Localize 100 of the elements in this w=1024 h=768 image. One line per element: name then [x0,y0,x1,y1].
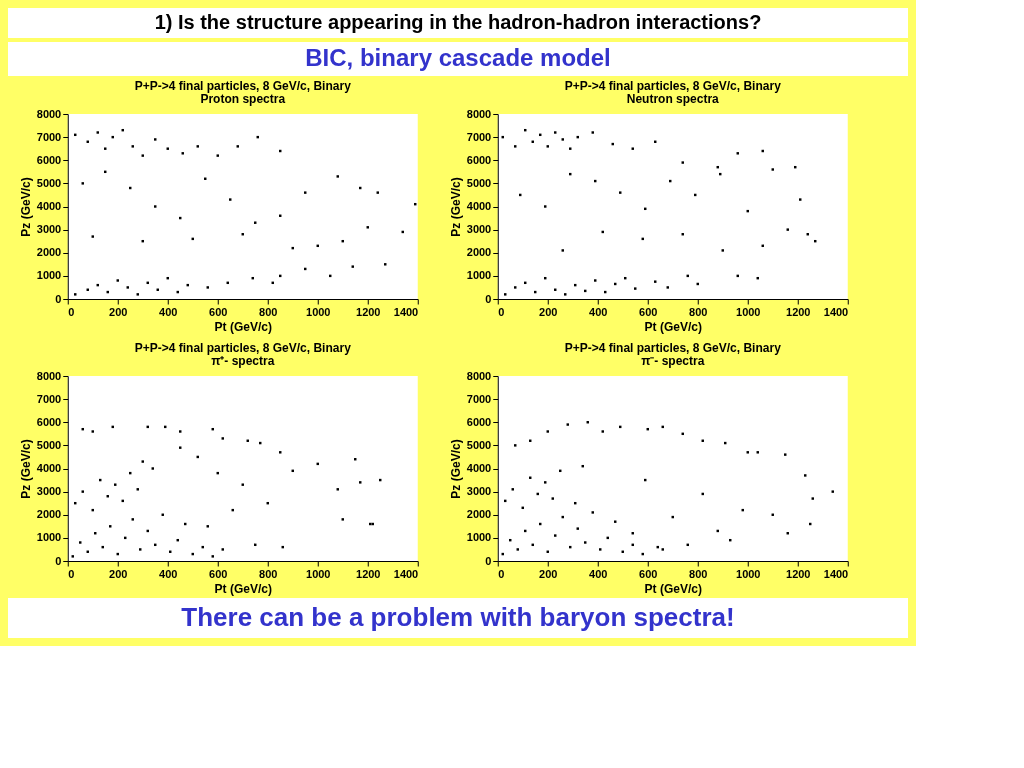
point [104,147,107,150]
point [561,249,564,252]
point [236,145,239,148]
point [831,490,834,493]
y-tick-label: 2000 [466,508,492,521]
point [634,287,637,290]
point [221,548,224,551]
x-tick-label: 1200 [786,305,811,318]
point [661,548,664,551]
chart-title: P+P->4 final particles, 8 GeV/c, Binary [564,341,782,355]
x-tick-label: 1200 [356,305,381,318]
point [71,555,74,558]
point [166,147,169,150]
point [799,198,802,201]
point [336,488,339,491]
y-tick-label: 0 [485,292,492,305]
point [229,198,232,201]
x-tick-label: 1200 [786,567,811,580]
x-tick-label: 400 [589,567,608,580]
y-tick-label: 7000 [466,392,492,405]
chart-subtitle: π⁺- spectra [211,354,275,368]
text: BIC, binary cascade model [305,44,611,71]
point [561,138,564,141]
y-axis-title: Pz (GeV/c) [18,177,33,237]
point [514,286,517,289]
point [116,279,119,282]
y-tick-label: 4000 [36,200,62,212]
x-axis-title: Pt (GeV/c) [214,319,272,334]
point [551,497,554,500]
x-tick-label: 1400 [823,567,849,580]
x-tick-label: 0 [498,567,505,580]
y-tick-label: 6000 [36,415,62,428]
point [544,205,547,208]
point [756,451,759,454]
point [109,525,112,528]
point [81,490,84,493]
point [654,280,657,283]
point [216,154,219,157]
point [504,293,507,296]
y-axis-title: Pz (GeV/c) [448,439,463,499]
point [141,154,144,157]
point [619,191,622,194]
x-tick-label: 200 [109,305,128,318]
y-tick-label: 5000 [466,438,492,451]
point [279,451,282,454]
y-tick-label: 5000 [36,176,62,189]
point [154,205,157,208]
point [569,147,572,150]
point [599,548,602,551]
y-tick-label: 1000 [36,269,62,282]
point [564,293,567,296]
point [721,249,724,252]
x-tick-label: 1200 [356,567,381,580]
y-tick-label: 7000 [36,130,62,143]
point [746,451,749,454]
point [601,430,604,433]
y-tick-label: 8000 [466,107,492,120]
x-tick-label: 400 [589,305,608,318]
x-tick-label: 1000 [736,567,761,580]
x-tick-label: 600 [209,305,228,318]
point [131,518,134,521]
point [91,235,94,238]
y-tick-label: 2000 [36,246,62,259]
point [554,131,557,134]
point [179,446,182,449]
x-tick-label: 800 [259,305,278,318]
x-tick-label: 800 [689,305,708,318]
point [631,147,634,150]
chart-subtitle: Neutron spectra [626,92,720,106]
x-tick-label: 1000 [306,567,331,580]
y-tick-label: 6000 [36,153,62,166]
point [784,453,787,456]
x-tick-label: 400 [159,305,178,318]
point [554,534,557,537]
y-tick-label: 0 [55,554,62,567]
chart-title: P+P->4 final particles, 8 GeV/c, Binary [134,341,352,355]
chart-title: P+P->4 final particles, 8 GeV/c, Binary [564,79,782,93]
x-tick-label: 600 [639,305,658,318]
x-tick-label: 0 [498,305,505,318]
point [141,460,144,463]
point [151,467,154,470]
y-tick-label: 3000 [36,223,62,236]
x-tick-label: 200 [539,305,558,318]
point [131,145,134,148]
y-tick-label: 8000 [466,369,492,382]
point [206,286,209,289]
point [376,191,379,194]
point [181,152,184,155]
y-tick-label: 7000 [466,130,492,143]
y-tick-label: 1000 [466,531,492,544]
y-tick-label: 8000 [36,369,62,382]
point [241,483,244,486]
point [126,286,129,289]
point [154,138,157,141]
point [811,497,814,500]
point [666,286,669,289]
point [576,527,579,530]
point [514,145,517,148]
x-axis-title: Pt (GeV/c) [214,581,272,596]
x-tick-label: 200 [109,567,128,580]
